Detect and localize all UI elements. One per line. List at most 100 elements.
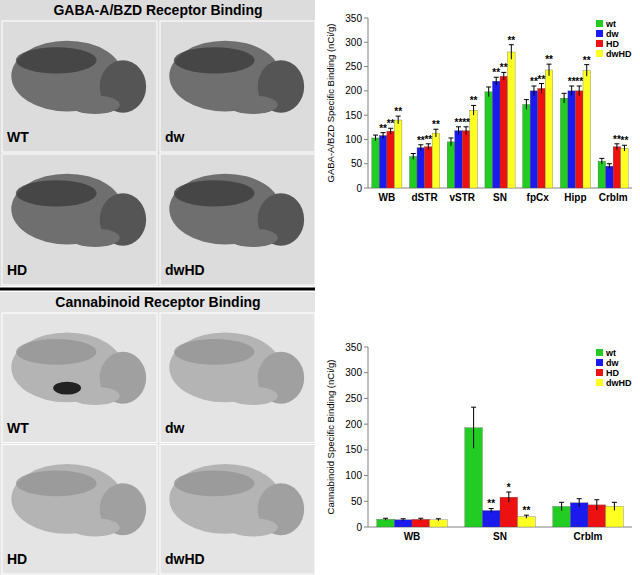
cortex <box>16 47 97 73</box>
y-tick <box>364 424 368 425</box>
error-line <box>473 105 474 115</box>
y-axis-label: GABA-A/BZD Specific Binding (nCi/g) <box>325 24 336 183</box>
bar <box>372 138 380 188</box>
brainstem <box>70 96 120 114</box>
error-bar <box>612 502 617 510</box>
legend: wtdwHDdwHD <box>596 348 632 388</box>
bar <box>462 131 470 188</box>
y-tick <box>364 18 368 19</box>
error-cap <box>612 502 617 503</box>
error-cap <box>524 99 529 100</box>
bar <box>432 133 440 188</box>
error-bar <box>448 138 453 146</box>
x-tick-label: Hipp <box>564 192 586 203</box>
y-tick <box>364 188 368 189</box>
error-line <box>526 100 527 110</box>
legend-label: dwHD <box>606 378 632 388</box>
brain-panel: WT <box>2 313 157 443</box>
panel-label: WT <box>7 420 29 436</box>
y-tick-label: 300 <box>345 367 362 378</box>
y-axis <box>368 18 369 188</box>
bar <box>430 520 448 527</box>
x-tick-label: WB <box>379 192 396 203</box>
error-bar <box>383 518 388 520</box>
error-line <box>450 138 451 146</box>
legend-swatch <box>596 359 603 366</box>
brainstem <box>70 229 120 247</box>
panel-frame <box>160 21 315 152</box>
marks <box>372 45 628 188</box>
error-line <box>503 72 504 80</box>
error-line <box>511 45 512 60</box>
y-tick-label: 150 <box>345 110 362 121</box>
bar <box>387 131 395 188</box>
error-bar <box>471 105 476 115</box>
legend-label: HD <box>606 39 619 49</box>
y-tick-label: 200 <box>345 419 362 430</box>
significance: ** <box>583 55 591 66</box>
bar <box>575 91 583 188</box>
error-cap <box>607 163 612 164</box>
panel-label: dw <box>165 420 185 436</box>
legend-label: wt <box>605 348 616 358</box>
error-line <box>398 116 399 124</box>
bar <box>447 142 455 188</box>
bar <box>412 519 430 527</box>
y-tick <box>364 66 368 67</box>
error-line <box>375 135 376 141</box>
y-tick-label: 50 <box>351 158 363 169</box>
error-bar <box>599 158 604 164</box>
brain-panel: dwHD <box>160 445 315 575</box>
y-tick <box>364 475 368 476</box>
error-bar <box>509 45 514 60</box>
error-bar <box>401 519 406 521</box>
y-tick-label: 350 <box>345 342 362 353</box>
error-line <box>458 127 459 135</box>
x-tick-label: Crblm <box>574 531 603 542</box>
y-tick-label: 100 <box>345 134 362 145</box>
x-tick-label: dSTR <box>412 192 439 203</box>
legend-swatch <box>596 349 603 356</box>
error-bar <box>471 407 476 448</box>
error-line <box>508 492 509 502</box>
cortex <box>174 47 255 73</box>
error-line <box>596 500 597 510</box>
bar <box>530 91 538 188</box>
error-cap <box>486 86 491 87</box>
panel-label: HD <box>7 262 27 278</box>
error-bar <box>539 84 544 94</box>
error-bar <box>486 87 491 97</box>
significance: * <box>507 482 511 493</box>
cortex <box>16 470 97 496</box>
panel-label: dw <box>165 129 185 145</box>
bar <box>583 70 591 188</box>
brain-panel: dw <box>160 313 315 443</box>
legend-swatch <box>596 30 603 37</box>
y-tick <box>364 347 368 348</box>
bar <box>417 148 425 188</box>
error-cap <box>594 499 599 500</box>
error-line <box>466 127 467 135</box>
error-bar <box>501 72 506 80</box>
error-bar <box>607 164 612 169</box>
error-bar <box>411 154 416 160</box>
error-line <box>601 158 602 164</box>
significance: ** <box>575 76 583 87</box>
y-tick <box>364 449 368 450</box>
y-tick <box>364 501 368 502</box>
error-bar <box>547 64 552 76</box>
error-line <box>586 65 587 77</box>
legend-label: HD <box>606 368 619 378</box>
brainstem <box>228 96 278 114</box>
y-tick <box>364 115 368 116</box>
panel-label: dwHD <box>165 551 205 567</box>
error-bar <box>569 86 574 96</box>
bar <box>500 76 508 188</box>
error-cap <box>383 518 388 519</box>
legend-label: dw <box>606 358 619 368</box>
brain-panel: HD <box>2 445 157 575</box>
substantia-nigra <box>53 382 81 395</box>
y-tick <box>364 163 368 164</box>
cortex <box>174 339 255 365</box>
bar <box>394 520 412 527</box>
